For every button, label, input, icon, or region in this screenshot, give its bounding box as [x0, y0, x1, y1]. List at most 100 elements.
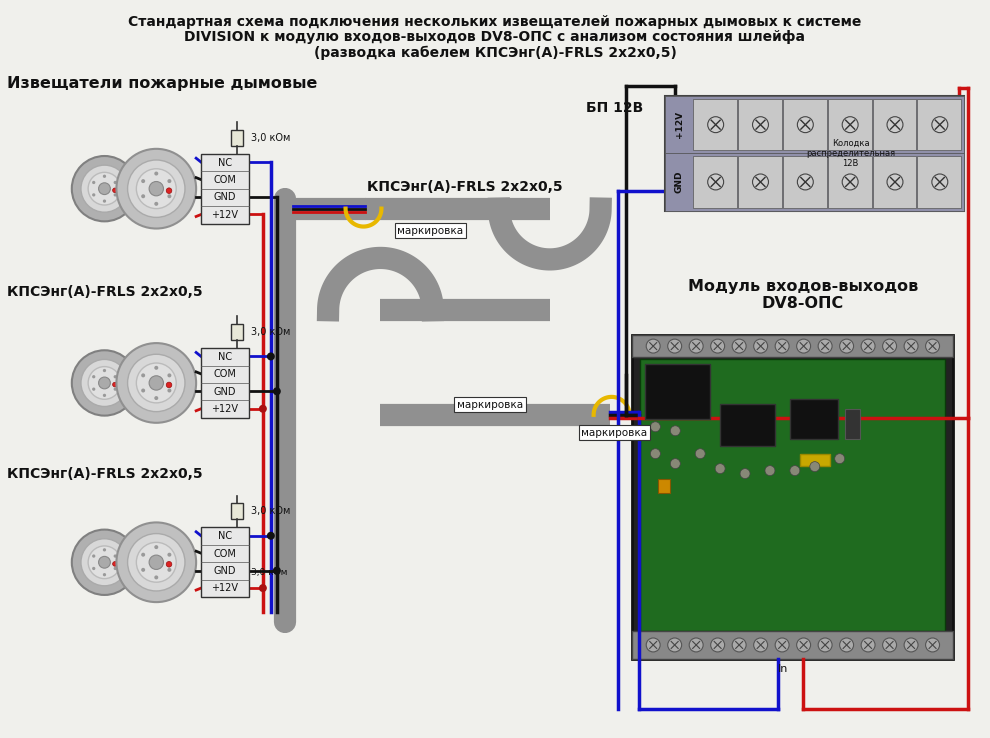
Circle shape: [167, 568, 171, 572]
Circle shape: [259, 584, 267, 592]
Circle shape: [154, 366, 158, 370]
Circle shape: [117, 149, 196, 229]
Circle shape: [775, 339, 789, 353]
Circle shape: [797, 174, 814, 190]
Circle shape: [114, 181, 117, 184]
Circle shape: [650, 449, 660, 458]
Circle shape: [273, 387, 281, 396]
Text: 3,0 кОм: 3,0 кОм: [250, 327, 290, 337]
Circle shape: [167, 194, 171, 199]
Circle shape: [92, 567, 95, 570]
Circle shape: [103, 548, 106, 551]
Circle shape: [267, 353, 275, 360]
Bar: [633, 335, 953, 659]
Text: Стандартная схема подключения нескольких извещателей пожарных дымовых к системе: Стандартная схема подключения нескольких…: [129, 15, 861, 30]
Circle shape: [72, 530, 138, 595]
Circle shape: [267, 532, 275, 539]
Circle shape: [842, 117, 858, 133]
Circle shape: [167, 179, 171, 183]
Circle shape: [733, 339, 746, 353]
Text: Извещатели пожарные дымовые: Извещатели пожарные дымовые: [7, 76, 317, 91]
Text: NC: NC: [218, 531, 232, 541]
Circle shape: [708, 117, 724, 133]
Circle shape: [137, 542, 176, 582]
Circle shape: [259, 404, 267, 413]
Bar: [828, 99, 871, 151]
Circle shape: [790, 466, 800, 475]
Circle shape: [114, 375, 117, 379]
Circle shape: [752, 117, 768, 133]
Circle shape: [273, 567, 281, 575]
Circle shape: [167, 373, 171, 377]
Circle shape: [92, 387, 95, 391]
Bar: [783, 99, 827, 151]
Circle shape: [887, 174, 903, 190]
Circle shape: [818, 339, 832, 353]
Circle shape: [166, 188, 172, 193]
Bar: [720, 404, 775, 446]
Circle shape: [840, 339, 853, 353]
Circle shape: [154, 201, 158, 206]
Circle shape: [137, 363, 176, 403]
Circle shape: [92, 181, 95, 184]
Text: маркировка: маркировка: [457, 400, 523, 410]
Circle shape: [103, 394, 106, 397]
Circle shape: [142, 388, 146, 393]
Bar: [783, 156, 827, 207]
Text: КПСЭнг(А)-FRLS 2х2х0,5: КПСЭнг(А)-FRLS 2х2х0,5: [367, 179, 563, 193]
Circle shape: [667, 339, 682, 353]
Circle shape: [81, 359, 128, 407]
Bar: [633, 335, 953, 357]
Circle shape: [650, 422, 660, 432]
Circle shape: [835, 454, 844, 463]
Circle shape: [926, 638, 940, 652]
Bar: [872, 156, 917, 207]
Bar: [641, 359, 945, 631]
Circle shape: [752, 174, 768, 190]
Text: КПСЭнг(А)-FRLS 2х2х0,5: КПСЭнг(А)-FRLS 2х2х0,5: [7, 466, 203, 480]
Circle shape: [887, 117, 903, 133]
Circle shape: [711, 638, 725, 652]
Circle shape: [818, 638, 832, 652]
Text: GND: GND: [675, 170, 684, 193]
Text: GND: GND: [214, 387, 237, 396]
Circle shape: [103, 573, 106, 576]
Bar: [693, 99, 738, 151]
Circle shape: [904, 339, 918, 353]
Circle shape: [689, 339, 703, 353]
Circle shape: [797, 117, 814, 133]
Circle shape: [142, 553, 146, 556]
Circle shape: [128, 160, 185, 218]
Circle shape: [883, 638, 897, 652]
Text: +12V: +12V: [212, 404, 239, 414]
Text: 3,0 кОм: 3,0 кОм: [250, 133, 290, 143]
Text: Модуль входов-выходов
DV8-ОПС: Модуль входов-выходов DV8-ОПС: [688, 279, 918, 311]
Circle shape: [142, 179, 146, 183]
Circle shape: [733, 638, 746, 652]
Circle shape: [797, 339, 811, 353]
Circle shape: [114, 567, 117, 570]
Bar: [739, 156, 782, 207]
Circle shape: [861, 339, 875, 353]
Text: (разводка кабелем КПСЭнг(А)-FRLS 2х2х0,5): (разводка кабелем КПСЭнг(А)-FRLS 2х2х0,5…: [314, 45, 676, 60]
Circle shape: [695, 449, 705, 458]
Circle shape: [92, 554, 95, 558]
Text: маркировка: маркировка: [397, 226, 463, 235]
Circle shape: [142, 194, 146, 199]
Circle shape: [114, 554, 117, 558]
Circle shape: [142, 568, 146, 572]
Circle shape: [753, 339, 767, 353]
Text: +12V: +12V: [675, 111, 684, 138]
Circle shape: [88, 367, 121, 399]
Text: маркировка: маркировка: [581, 428, 647, 438]
Text: +12V: +12V: [212, 584, 239, 593]
Bar: [665, 96, 964, 210]
Text: NC: NC: [218, 157, 232, 168]
Circle shape: [128, 534, 185, 591]
Bar: [828, 156, 871, 207]
Circle shape: [113, 562, 117, 566]
Circle shape: [689, 638, 703, 652]
Text: In: In: [778, 664, 788, 674]
Circle shape: [72, 351, 138, 415]
Bar: [231, 324, 243, 340]
